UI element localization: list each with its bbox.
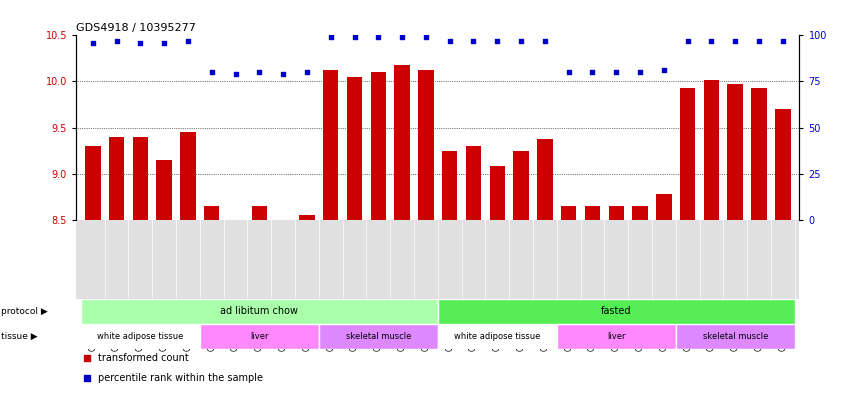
Point	[752, 38, 766, 44]
Text: liver: liver	[607, 332, 625, 341]
Bar	[751, 88, 766, 220]
Point	[467, 38, 481, 44]
Point	[681, 38, 695, 44]
Bar	[81, 324, 200, 349]
Bar	[676, 324, 794, 349]
Text: ad libitum chow: ad libitum chow	[220, 307, 299, 316]
Point	[277, 71, 290, 77]
Bar	[466, 146, 481, 220]
Point	[705, 38, 718, 44]
Bar	[133, 137, 148, 220]
Point	[419, 34, 432, 40]
Point	[443, 38, 457, 44]
Point	[776, 38, 789, 44]
Bar	[561, 206, 576, 220]
Text: protocol ▶: protocol ▶	[1, 307, 47, 316]
Bar	[557, 324, 676, 349]
Bar	[632, 206, 648, 220]
Point	[181, 38, 195, 44]
Bar	[514, 151, 529, 220]
Bar	[442, 151, 458, 220]
Bar	[680, 88, 695, 220]
Bar	[200, 324, 319, 349]
Bar	[109, 137, 124, 220]
Point	[253, 69, 266, 75]
Point	[538, 38, 552, 44]
Bar	[180, 132, 195, 220]
Bar	[319, 324, 437, 349]
Point	[609, 69, 623, 75]
Text: percentile rank within the sample: percentile rank within the sample	[98, 373, 263, 383]
Bar	[608, 206, 624, 220]
Point	[300, 69, 314, 75]
Point	[562, 69, 575, 75]
Point	[205, 69, 218, 75]
Bar	[371, 72, 386, 220]
Point	[657, 67, 671, 73]
Point	[395, 34, 409, 40]
Point	[728, 38, 742, 44]
Bar	[437, 299, 794, 324]
Bar	[656, 194, 672, 220]
Text: skeletal muscle: skeletal muscle	[346, 332, 411, 341]
Bar	[394, 65, 409, 220]
Point	[585, 69, 599, 75]
Text: liver: liver	[250, 332, 268, 341]
Bar	[537, 139, 552, 220]
Point	[324, 34, 338, 40]
Bar	[323, 70, 338, 220]
Bar	[437, 324, 557, 349]
Bar	[418, 70, 434, 220]
Bar	[81, 299, 437, 324]
Bar	[347, 77, 362, 220]
Bar	[728, 84, 743, 220]
Bar	[585, 206, 600, 220]
Bar	[704, 80, 719, 220]
Text: fasted: fasted	[601, 307, 631, 316]
Point	[80, 375, 94, 381]
Point	[514, 38, 528, 44]
Point	[371, 34, 385, 40]
Text: skeletal muscle: skeletal muscle	[702, 332, 768, 341]
Text: GDS4918 / 10395277: GDS4918 / 10395277	[76, 23, 196, 33]
Bar	[204, 206, 219, 220]
Text: transformed count: transformed count	[98, 353, 189, 363]
Bar	[157, 160, 172, 220]
Point	[634, 69, 647, 75]
Point	[348, 34, 361, 40]
Bar	[85, 146, 101, 220]
Text: white adipose tissue: white adipose tissue	[97, 332, 184, 341]
Bar	[490, 166, 505, 220]
Text: white adipose tissue: white adipose tissue	[454, 332, 541, 341]
Text: tissue ▶: tissue ▶	[1, 332, 37, 341]
Bar	[299, 215, 315, 220]
Point	[86, 40, 100, 46]
Point	[491, 38, 504, 44]
Bar	[775, 109, 790, 220]
Point	[134, 40, 147, 46]
Point	[110, 38, 124, 44]
Point	[157, 40, 171, 46]
Bar	[251, 206, 267, 220]
Point	[228, 71, 242, 77]
Point	[80, 355, 94, 361]
